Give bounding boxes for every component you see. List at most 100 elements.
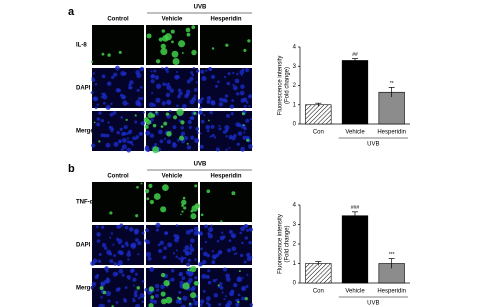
- nucleus: [94, 106, 98, 110]
- stain: [247, 39, 251, 43]
- y-axis-label: Fluorescence intensity: [278, 56, 284, 116]
- nucleus: [226, 114, 230, 118]
- nucleus: [136, 72, 142, 79]
- nucleus: [225, 273, 230, 279]
- nucleus: [230, 112, 234, 116]
- nucleus: [167, 242, 173, 248]
- nucleus: [121, 244, 125, 249]
- nucleus: [170, 268, 175, 273]
- nucleus: [123, 131, 127, 136]
- row-label: IL-8: [76, 43, 87, 49]
- nucleus: [178, 91, 183, 96]
- nucleus: [123, 125, 128, 130]
- nucleus: [186, 89, 191, 94]
- nucleus: [110, 102, 113, 105]
- nucleus: [132, 136, 137, 141]
- micrograph-bg: [200, 225, 252, 265]
- stain: [211, 47, 215, 50]
- stain: [98, 140, 101, 143]
- column-label: Vehicle: [162, 174, 183, 180]
- x-tick-label: Con: [313, 289, 324, 295]
- nucleus: [109, 259, 114, 264]
- nucleus: [219, 235, 225, 241]
- nucleus: [204, 224, 208, 229]
- nucleus: [139, 293, 145, 299]
- nucleus: [90, 91, 94, 95]
- nucleus: [154, 293, 159, 298]
- stain: [170, 29, 175, 34]
- nucleus: [118, 268, 124, 274]
- nucleus: [105, 278, 111, 284]
- nucleus: [225, 303, 231, 307]
- nucleus: [182, 103, 187, 109]
- nucleus: [222, 98, 227, 103]
- group-label: UVB: [194, 162, 207, 168]
- stain: [148, 286, 155, 292]
- nucleus: [137, 102, 142, 107]
- nucleus: [98, 111, 102, 115]
- nucleus: [119, 127, 123, 132]
- nucleus: [245, 101, 249, 104]
- nucleus: [199, 106, 202, 110]
- stain: [243, 48, 247, 52]
- nucleus: [137, 240, 142, 246]
- nucleus: [126, 147, 132, 153]
- stain: [183, 206, 187, 210]
- nucleus: [198, 110, 203, 115]
- nucleus: [113, 254, 117, 258]
- stain: [153, 193, 161, 200]
- nucleus: [189, 247, 195, 253]
- micrograph: [90, 266, 145, 307]
- nucleus: [139, 96, 144, 101]
- micrograph: [92, 182, 144, 222]
- nucleus: [145, 130, 151, 136]
- nucleus: [197, 99, 203, 104]
- nucleus: [128, 86, 131, 89]
- stain: [147, 112, 154, 119]
- nucleus: [194, 276, 198, 280]
- nucleus: [225, 134, 229, 138]
- stain: [134, 114, 137, 117]
- column-label: Control: [107, 174, 129, 180]
- nucleus: [105, 290, 112, 297]
- nucleus: [231, 246, 237, 252]
- nucleus: [190, 272, 194, 276]
- nucleus: [128, 129, 133, 134]
- nucleus: [188, 277, 193, 283]
- nucleus: [167, 100, 171, 105]
- stain: [161, 298, 167, 305]
- micrograph: [198, 110, 253, 152]
- nucleus: [224, 94, 229, 98]
- nucleus: [224, 125, 230, 131]
- stain: [190, 265, 197, 273]
- row-label: TNF-α: [76, 200, 94, 206]
- nucleus: [161, 67, 164, 70]
- nucleus: [245, 118, 250, 123]
- nucleus: [172, 125, 177, 130]
- nucleus: [96, 239, 101, 243]
- row-label: DAPI: [76, 86, 91, 92]
- nucleus: [130, 268, 135, 273]
- nucleus: [227, 72, 231, 76]
- nucleus: [92, 72, 96, 75]
- nucleus: [164, 231, 169, 235]
- nucleus: [91, 143, 96, 148]
- nucleus: [175, 224, 179, 227]
- nucleus: [235, 252, 238, 255]
- nucleus: [112, 271, 118, 277]
- nucleus: [185, 229, 191, 235]
- stain: [200, 213, 204, 217]
- nucleus: [211, 260, 216, 265]
- nucleus: [121, 273, 125, 277]
- nucleus: [192, 298, 196, 302]
- stain: [181, 51, 184, 54]
- micrograph-bg: [146, 68, 198, 108]
- stain: [93, 121, 96, 124]
- nucleus: [157, 243, 161, 247]
- stain: [181, 199, 187, 206]
- nucleus: [244, 68, 250, 73]
- y-axis-label: (Fold change): [285, 67, 291, 104]
- nucleus: [131, 143, 134, 146]
- nucleus: [100, 118, 105, 123]
- nucleus: [232, 85, 238, 91]
